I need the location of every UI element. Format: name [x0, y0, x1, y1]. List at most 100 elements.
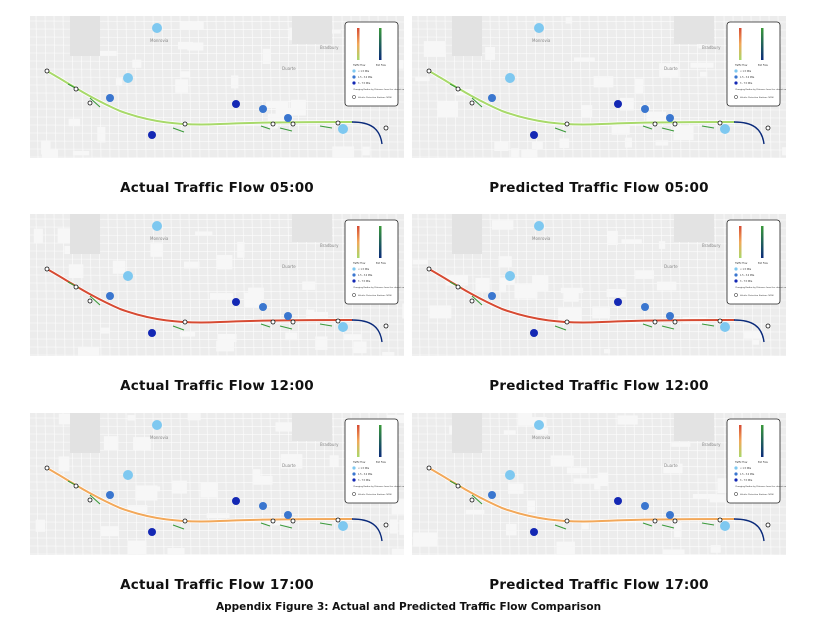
exit-ramp-segment: [279, 325, 293, 330]
freeway-exit-tail: [733, 518, 765, 542]
exit-ramp-segment: [701, 125, 715, 129]
ramp-proximity-circle: [148, 329, 156, 337]
legend-ramp-swatch: [734, 466, 738, 470]
hills-area: [292, 16, 332, 44]
place-label-bradbury: Bradbury: [702, 442, 721, 447]
park-area: [70, 413, 100, 453]
vds-station-marker: [564, 518, 570, 524]
map-legend: Traffic Flow Exit Flow < 1.5 Mile 1.5 - 3.0…: [344, 418, 404, 504]
map-svg: Monrovia Duarte Bradbury Traffic Flow Exit F…: [412, 413, 786, 555]
ramp-proximity-circle: [530, 131, 538, 139]
freeway-exit-tail: [351, 121, 383, 145]
exit-ramp-segment: [554, 325, 567, 331]
ramp-proximity-circle: [152, 221, 162, 231]
legend-ramp-bin-label: < 1.5 Mile: [740, 467, 752, 470]
exit-ramp-segment: [172, 127, 185, 133]
exit-ramp-segment: [260, 522, 271, 527]
legend-ramp-bin-label: < 1.5 Mile: [358, 70, 370, 73]
place-label-monrovia: Monrovia: [532, 435, 551, 440]
vds-station-marker: [426, 266, 432, 272]
vds-station-marker: [335, 120, 341, 126]
vds-station-marker: [765, 522, 771, 528]
ramp-proximity-circle: [488, 491, 496, 499]
freeway-flow-line: [46, 268, 353, 324]
exit-ramp-segment: [642, 522, 653, 527]
ramp-proximity-circle: [505, 271, 515, 281]
legend-vds-swatch: [352, 492, 356, 496]
freeway-flow-line: [428, 268, 735, 324]
legend-ramp-swatch: [734, 267, 738, 271]
legend-ramp-swatch: [734, 472, 738, 476]
legend-traffic-flow-heading: Traffic Flow: [353, 461, 365, 464]
traffic-flow-colorbar: [357, 28, 360, 60]
park-area: [70, 16, 100, 56]
exit-ramp-segment: [661, 325, 675, 330]
vds-station-marker: [455, 86, 461, 92]
traffic-flow-colorbar: [739, 226, 742, 258]
vds-station-marker: [455, 284, 461, 290]
legend-ramp-swatch: [352, 472, 356, 476]
traffic-flow-colorbar: [357, 226, 360, 258]
traffic-flow-colorbar: [357, 425, 360, 457]
vds-station-marker: [73, 483, 79, 489]
place-label-bradbury: Bradbury: [702, 243, 721, 248]
exit-ramp-segment: [701, 522, 715, 526]
ramp-proximity-circle: [534, 23, 544, 33]
legend-ramp-bin-label: < 1.5 Mile: [740, 268, 752, 271]
freeway-flow-line: [428, 70, 735, 126]
legend-ramp-bin-label: 1.5 - 3.0 Mile: [358, 473, 373, 476]
vds-station-marker: [290, 319, 296, 325]
exit-ramp-segment: [89, 97, 101, 108]
exit-ramp-segment: [554, 524, 567, 530]
ramp-proximity-circle: [641, 502, 649, 510]
legend-ramp-swatch: [734, 273, 738, 277]
legend-traffic-flow-heading: Traffic Flow: [353, 262, 365, 265]
map-panel-predicted-1200: Monrovia Duarte Bradbury Traffic Flow Exit F…: [412, 214, 786, 356]
legend-ramp-bin-label: 1.5 - 3.0 Mile: [740, 274, 755, 277]
exit-ramp-segment: [701, 323, 715, 327]
legend-vds-label: Vehicle Detection Stations (VDS): [740, 294, 774, 297]
ramp-proximity-circle: [614, 298, 622, 306]
legend-ramp-bin-label: < 1.5 Mile: [740, 70, 752, 73]
exit-ramp-segment: [642, 125, 653, 130]
map-legend: Traffic Flow Exit Flow < 1.5 Mile 1.5 - 3.0…: [344, 21, 404, 107]
park-area: [452, 16, 482, 56]
legend-exit-flow-heading: Exit Flow: [376, 461, 386, 464]
ramp-proximity-circle: [123, 73, 133, 83]
legend-vds-label: Vehicle Detection Stations (VDS): [358, 96, 392, 99]
panel-caption: Actual Traffic Flow 12:00: [120, 378, 314, 394]
legend-traffic-flow-heading: Traffic Flow: [735, 64, 747, 67]
legend-ramp-swatch: [734, 75, 738, 79]
panel-caption: Predicted Traffic Flow 12:00: [489, 378, 709, 394]
vds-station-marker: [469, 298, 475, 304]
ramp-proximity-circle: [666, 114, 674, 122]
exit-flow-colorbar: [379, 425, 382, 457]
freeway-exit-tail: [733, 319, 765, 343]
place-label-duarte: Duarte: [664, 264, 678, 269]
freeway-flow-line: [46, 70, 353, 126]
legend-ramp-swatch: [352, 466, 356, 470]
place-label-bradbury: Bradbury: [320, 442, 339, 447]
vds-station-marker: [182, 518, 188, 524]
legend-exit-flow-heading: Exit Flow: [376, 64, 386, 67]
legend-ramp-note: Changing Radius by Distance from the clo…: [353, 286, 404, 289]
legend-ramp-swatch: [734, 69, 738, 73]
exit-ramp-segment: [471, 295, 483, 306]
ramp-proximity-circle: [530, 329, 538, 337]
map-legend: Traffic Flow Exit Flow < 1.5 Mile 1.5 - 3.0…: [344, 219, 404, 305]
exit-ramp-segment: [172, 325, 185, 331]
freeway-exit-tail: [351, 319, 383, 343]
traffic-flow-colorbar: [739, 28, 742, 60]
exit-ramp-segment: [279, 127, 293, 132]
map-legend: Traffic Flow Exit Flow < 1.5 Mile 1.5 - 3.0…: [726, 418, 786, 504]
ramp-proximity-circle: [614, 497, 622, 505]
vds-station-marker: [652, 121, 658, 127]
legend-ramp-bin-label: 3 - 7.5 Mile: [740, 82, 753, 85]
ramp-proximity-circle: [488, 94, 496, 102]
vds-station-marker: [73, 284, 79, 290]
legend-ramp-swatch: [352, 75, 356, 79]
exit-ramp-segment: [172, 524, 185, 530]
legend-ramp-bin-label: 3 - 7.5 Mile: [740, 280, 753, 283]
ramp-proximity-circle: [720, 521, 730, 531]
ramp-proximity-circle: [284, 114, 292, 122]
